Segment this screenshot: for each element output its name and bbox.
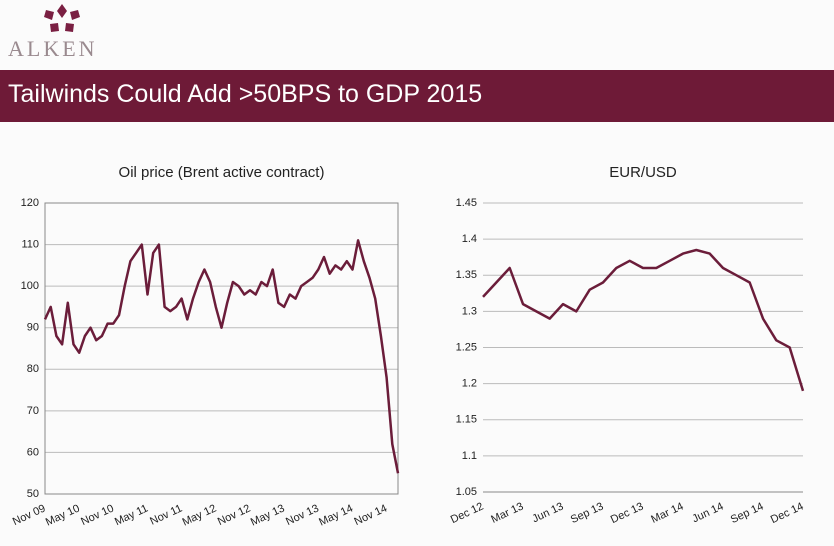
data-line [43, 239, 400, 474]
y-tick-label: 1.4 [462, 233, 477, 245]
y-tick-label: 100 [21, 280, 39, 292]
x-tick-label: Mar 14 [649, 500, 685, 525]
slide-title: Tailwinds Could Add >50BPS to GDP 2015 [8, 80, 483, 108]
logo-mark [44, 4, 80, 32]
y-tick-label: 120 [21, 197, 39, 209]
x-tick-label: May 12 [181, 502, 219, 528]
title-bar: Tailwinds Could Add >50BPS to GDP 2015 [0, 70, 834, 122]
x-tick-label: Dec 12 [449, 500, 486, 526]
x-tick-label: Nov 14 [352, 502, 389, 528]
x-tick-label: Dec 13 [609, 500, 646, 526]
y-tick-label: 1.15 [456, 414, 477, 426]
y-tick-label: 1.3 [462, 305, 477, 317]
y-tick-label: 1.45 [456, 197, 477, 209]
y-tick-label: 1.05 [456, 486, 477, 498]
x-tick-label: Sep 13 [569, 500, 606, 526]
x-tick-label: May 11 [113, 502, 150, 528]
x-tick-label: May 10 [44, 502, 82, 528]
logo-text: ALKEN [8, 36, 98, 61]
chart-title: EUR/USD [609, 164, 677, 181]
x-tick-label: Nov 13 [284, 502, 321, 528]
x-tick-label: Mar 13 [489, 500, 525, 525]
plot-border [44, 202, 399, 495]
x-tick-label: May 13 [249, 502, 287, 528]
y-tick-label: 1.2 [462, 378, 477, 390]
y-tick-label: 90 [27, 322, 39, 334]
x-tick-label: Nov 09 [11, 502, 48, 528]
x-tick-label: May 14 [317, 502, 355, 528]
y-tick-label: 60 [27, 446, 39, 458]
y-tick-label: 1.1 [462, 450, 477, 462]
y-tick-label: 110 [21, 238, 39, 250]
x-tick-label: Nov 11 [148, 502, 184, 527]
x-tick-label: Jun 14 [690, 500, 725, 525]
x-tick-label: Dec 14 [769, 500, 806, 526]
y-tick-label: 1.35 [456, 269, 477, 281]
x-tick-label: Jun 13 [530, 500, 565, 525]
y-tick-label: 50 [27, 488, 39, 500]
y-tick-label: 70 [27, 405, 39, 417]
x-tick-label: Nov 10 [79, 502, 116, 528]
data-line [482, 248, 805, 392]
chart-title: Oil price (Brent active contract) [119, 164, 325, 181]
y-tick-label: 80 [27, 363, 39, 375]
x-tick-label: Sep 14 [729, 500, 766, 526]
x-tick-label: Nov 12 [216, 502, 253, 528]
y-tick-label: 1.25 [456, 341, 477, 353]
